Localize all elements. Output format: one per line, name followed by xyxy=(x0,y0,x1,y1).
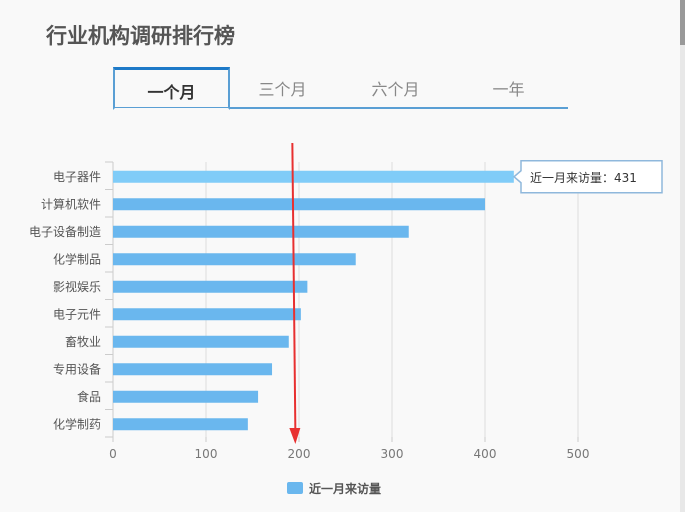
y-tick-label: 电子器件 xyxy=(53,170,101,184)
tab-one-month[interactable]: 一个月 xyxy=(113,67,230,110)
bar-畜牧业 xyxy=(113,335,289,348)
legend-label: 近一月来访量 xyxy=(309,481,381,496)
y-tick-label: 化学制品 xyxy=(53,251,101,266)
red-arrow-line xyxy=(291,142,297,431)
bar-食品 xyxy=(113,390,259,403)
x-tick-label: 500 xyxy=(567,447,590,461)
tab-three-months[interactable]: 三个月 xyxy=(258,80,307,99)
bar-影视娱乐 xyxy=(113,280,308,293)
bar-计算机软件 xyxy=(113,198,485,211)
bar-电子设备制造 xyxy=(113,225,409,238)
x-tick-label: 0 xyxy=(109,447,117,461)
period-tabs: 一个月 三个月 六个月 一年 xyxy=(113,67,568,110)
bar-电子器件 xyxy=(113,170,514,183)
x-tick-label: 400 xyxy=(474,447,497,461)
y-tick-label: 影视娱乐 xyxy=(53,279,101,294)
legend-swatch xyxy=(287,482,303,494)
y-tick-label: 化学制药 xyxy=(53,416,101,431)
scrollbar[interactable] xyxy=(680,0,685,512)
y-tick-label: 食品 xyxy=(77,389,101,404)
red-arrow-head xyxy=(289,428,301,444)
y-tick-label: 专用设备 xyxy=(53,361,101,376)
bar-化学制品 xyxy=(113,253,356,266)
y-tick-label: 畜牧业 xyxy=(65,334,101,349)
y-tick-label: 计算机软件 xyxy=(41,196,101,211)
bar-专用设备 xyxy=(113,363,273,376)
x-tick-label: 200 xyxy=(288,447,311,461)
tooltip-box xyxy=(512,160,663,194)
x-tick-label: 100 xyxy=(195,447,218,461)
x-tick-label: 300 xyxy=(381,447,404,461)
scrollbar-thumb[interactable] xyxy=(680,0,685,45)
tab-one-year[interactable]: 一年 xyxy=(492,80,525,99)
bar-电子元件 xyxy=(113,308,301,321)
tab-six-months[interactable]: 六个月 xyxy=(371,80,420,99)
page-title: 行业机构调研排行榜 xyxy=(46,24,235,48)
bar-化学制药 xyxy=(113,418,248,431)
y-tick-label: 电子元件 xyxy=(53,307,101,321)
tooltip-text: 近一月来访量：431 xyxy=(530,171,637,185)
y-tick-label: 电子设备制造 xyxy=(29,225,101,239)
